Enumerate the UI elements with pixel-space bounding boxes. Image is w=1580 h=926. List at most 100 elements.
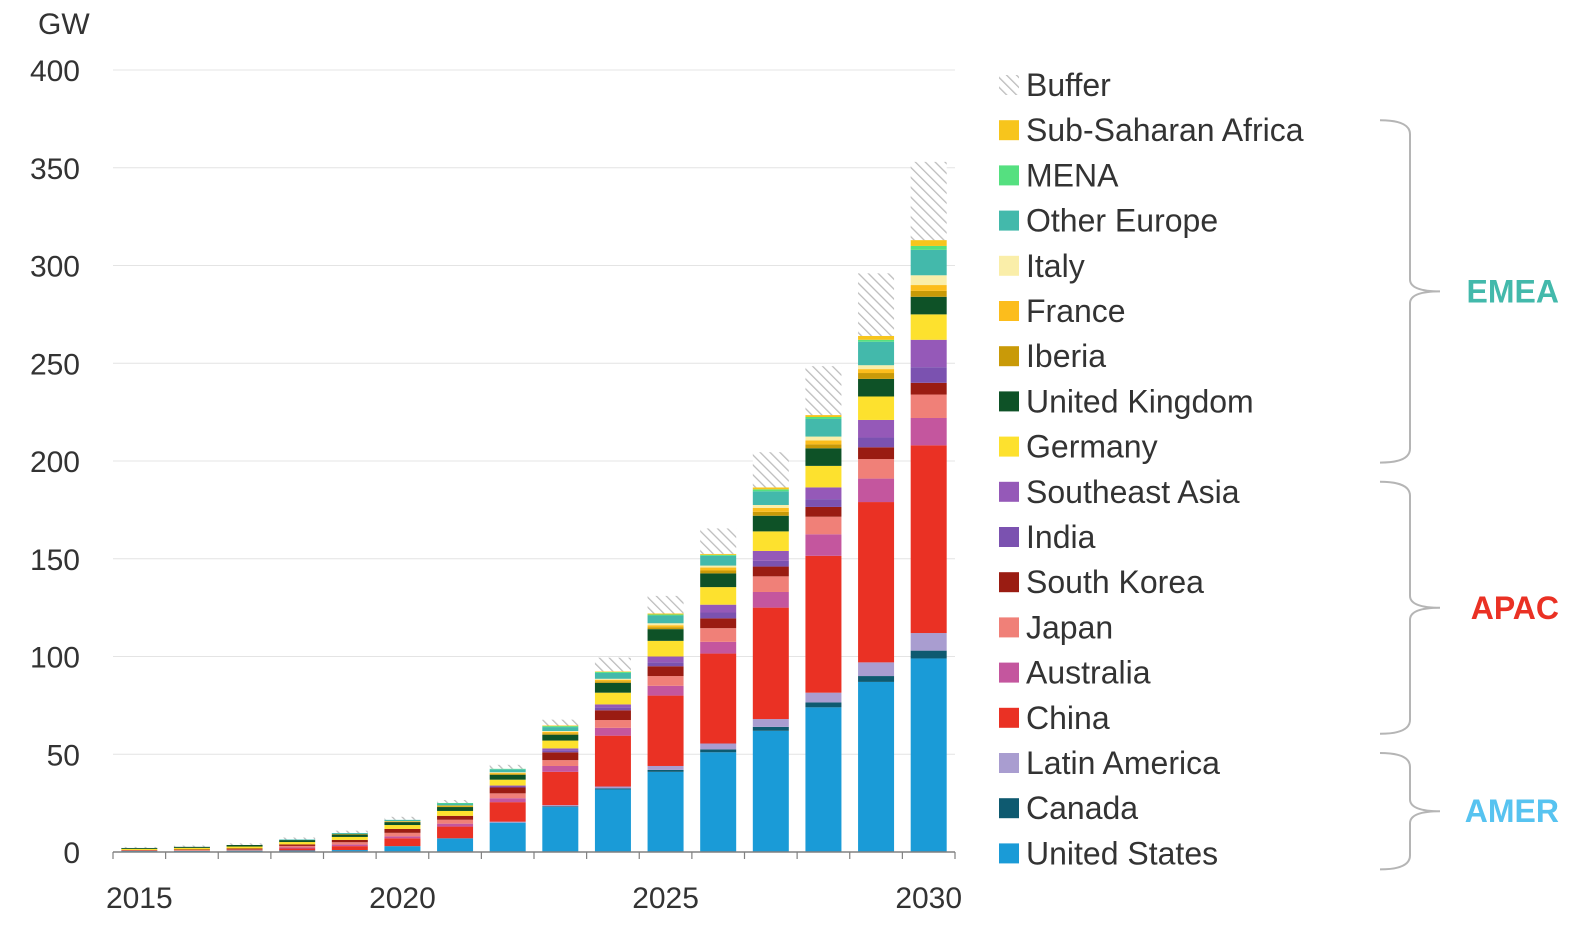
bar-segment-united-kingdom-2018 [279,840,316,843]
legend-label-italy: Italy [1026,248,1085,284]
x-tick-label-2030: 2030 [895,882,962,915]
bar-segment-latin-america-2026 [700,743,737,750]
bar-segment-china-2030 [910,445,947,634]
legend-swatch-mena [999,165,1019,186]
legend-swatch-australia [999,662,1019,683]
legend-swatch-china [999,707,1019,728]
bar-segment-south-korea-2029 [858,447,895,460]
legend-swatch-iberia [999,346,1019,367]
legend-label-other-europe: Other Europe [1026,203,1218,239]
legend-item-japan: Japan [999,609,1113,645]
bar-segment-canada-2025 [647,769,684,772]
bar-segment-united-states-2026 [700,752,737,852]
bar-segment-buffer-2030 [910,161,947,241]
bar-segment-japan-2015 [121,850,158,852]
bar-segment-france-2027 [752,507,789,512]
bar-segment-iberia-2028 [805,444,842,449]
y-tick-label-350: 350 [30,153,80,186]
legend-label-india: India [1026,519,1096,555]
bar-segment-france-2025 [647,625,684,628]
region-brackets: EMEA APAC AMER [1379,119,1559,871]
bar-segment-india-2024 [594,707,631,711]
bar-segment-south-korea-2017 [226,848,263,850]
bar-segment-buffer-2029 [858,273,895,336]
y-tick-label-400: 400 [30,55,80,88]
legend-item-canada: Canada [999,790,1138,826]
legend-label-mena: MENA [1026,157,1119,193]
bar-stack-2026 [700,528,737,852]
bar-segment-italy-2022 [489,772,526,773]
bar-segment-canada-2023 [542,806,579,808]
legend-item-china: China [999,700,1110,736]
bar-segment-united-states-2028 [805,707,842,852]
x-tick-label-2025: 2025 [632,882,699,915]
bar-segment-germany-2024 [594,692,631,705]
bar-segment-other-europe-2019 [331,833,368,835]
bar-segment-germany-2019 [331,836,368,840]
legend-label-france: France [1026,293,1126,329]
bar-segment-south-korea-2026 [700,618,737,629]
bar-segment-india-2028 [805,499,842,507]
bar-segment-buffer-2026 [700,528,737,554]
bar-segment-germany-2018 [279,842,316,845]
bar-segment-latin-america-2023 [542,805,579,807]
bracket-emea [1379,119,1441,464]
bar-segment-germany-2015 [121,848,158,851]
bar-stack-2015 [121,846,158,852]
bar-segment-other-europe-2021 [437,803,474,806]
legend-swatch-canada [999,798,1019,819]
legend-label-iberia: Iberia [1026,338,1106,374]
bar-segment-sub-saharan-africa-2030 [910,240,947,246]
bar-segment-latin-america-2022 [489,821,526,823]
bar-segment-buffer-2027 [752,452,789,488]
bar-segment-sub-saharan-africa-2024 [594,671,631,672]
bar-segment-china-2029 [858,502,895,663]
bar-segment-japan-2025 [647,676,684,686]
bar-segment-china-2018 [279,848,316,851]
bar-segment-france-2021 [437,805,474,807]
bar-segment-germany-2021 [437,810,474,816]
legend-label-canada: Canada [1026,790,1138,826]
bar-segment-iberia-2025 [647,627,684,630]
bar-segment-other-europe-2023 [542,727,579,731]
bar-segment-united-kingdom-2021 [437,807,474,811]
bar-stack-2023 [542,719,579,852]
bar-segment-germany-2030 [910,314,947,340]
bar-segment-united-kingdom-2022 [489,774,526,780]
bar-segment-india-2029 [858,437,895,448]
legend-swatch-buffer [999,75,1019,95]
bar-segment-sub-saharan-africa-2029 [858,335,895,340]
bar-segment-south-korea-2020 [384,828,421,833]
legend-swatch-south-korea [999,572,1019,593]
bar-segment-other-europe-2022 [489,769,526,773]
bar-segment-latin-america-2024 [594,786,631,789]
bar-stack-2030 [910,161,947,852]
bar-segment-united-kingdom-2019 [331,834,368,837]
bar-segment-iberia-2029 [858,373,895,379]
bar-segment-japan-2023 [542,760,579,766]
legend-item-united-kingdom: United Kingdom [999,383,1254,419]
legend-item-united-states: United States [999,835,1218,871]
bar-segment-iberia-2026 [700,570,737,574]
bar-segment-other-europe-2024 [594,672,631,679]
bar-stack-2022 [489,764,526,852]
gridlines [113,69,955,755]
bar-segment-other-europe-2020 [384,819,421,822]
bar-segment-mena-2023 [542,726,579,728]
legend-item-france: France [999,293,1126,329]
bar-segment-japan-2019 [331,842,368,845]
y-tick-label-50: 50 [47,739,80,772]
bar-segment-japan-2018 [279,845,316,848]
bar-segment-iberia-2027 [752,511,789,516]
bar-stack-2016 [173,845,210,852]
bar-segment-united-kingdom-2020 [384,822,421,826]
bar-segment-italy-2026 [700,565,737,568]
bar-segment-india-2025 [647,662,684,667]
bar-segment-australia-2024 [594,727,631,736]
bar-segment-france-2028 [805,440,842,445]
group-label-apac: APAC [1471,590,1559,626]
legend-swatch-southeast-asia [999,481,1019,502]
legend-label-germany: Germany [1026,429,1158,465]
bar-segment-canada-2024 [594,788,631,790]
legend-swatch-germany [999,436,1019,457]
